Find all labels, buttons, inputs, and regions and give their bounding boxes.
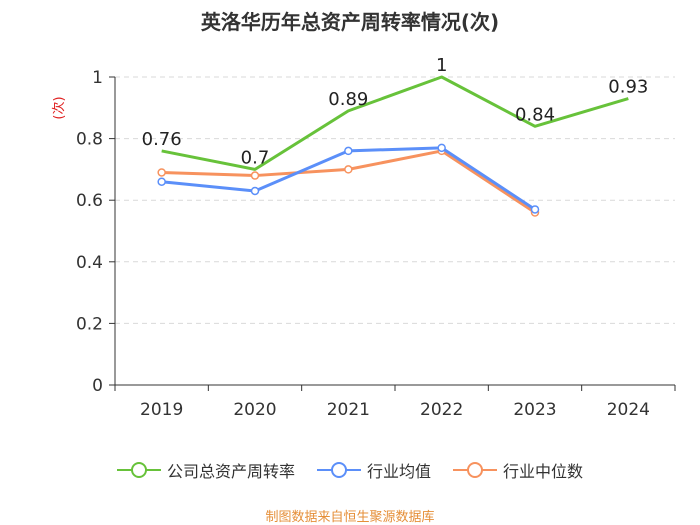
source-footer: 制图数据来自恒生聚源数据库: [265, 510, 435, 525]
data-point-2: [344, 165, 353, 174]
data-label: 0.84: [515, 104, 555, 125]
y-tick-label: 0: [92, 376, 103, 396]
y-tick-label: 0.4: [76, 253, 103, 273]
series-line-2: [161, 149, 536, 214]
x-tick-label: 2019: [140, 400, 183, 420]
x-tick-label: 2021: [327, 400, 370, 420]
y-tick-label: 0.8: [76, 130, 103, 150]
data-point-1: [344, 146, 353, 156]
legend-swatch-company: [116, 462, 161, 478]
legend-item-industry-median[interactable]: 行业中位数: [453, 458, 583, 482]
legend-swatch-industry-mean: [316, 462, 361, 478]
data-point-1: [157, 177, 166, 186]
data-label: 0.93: [608, 77, 648, 98]
legend-swatch-industry-median: [453, 462, 497, 478]
data-label: 0.7: [241, 147, 270, 168]
legend-label-industry-mean: 行业均值: [366, 462, 431, 481]
x-tick-label: 2023: [513, 400, 556, 420]
data-point-2: [250, 171, 260, 180]
y-tick-label: 0.6: [76, 191, 103, 211]
legend-label-company: 公司总资产周转率: [166, 462, 295, 481]
series-line-0: [161, 75, 629, 171]
y-tick-label: 0.2: [76, 314, 103, 334]
data-point-1: [250, 186, 260, 196]
chart-title: 英洛华历年总资产周转率情况(次): [200, 10, 500, 34]
data-point-1: [437, 143, 446, 153]
legend-item-industry-mean[interactable]: 行业均值: [316, 458, 431, 482]
legend-item-company[interactable]: 公司总资产周转率: [116, 458, 295, 482]
legend-label-industry-median: 行业中位数: [503, 462, 584, 481]
data-label: 0.89: [328, 89, 368, 110]
x-tick-label: 2024: [607, 400, 650, 420]
data-point-2: [157, 168, 166, 177]
x-tick-label: 2020: [233, 400, 276, 420]
y-axis-label: (次): [51, 96, 67, 119]
data-point-1: [530, 205, 540, 214]
data-label: 0.76: [142, 129, 182, 150]
chart-legend: 公司总资产周转率 行业均值 行业中位数: [0, 455, 700, 485]
data-label: 1: [436, 55, 447, 76]
x-tick-label: 2022: [420, 400, 463, 420]
y-tick-label: 1: [92, 68, 103, 88]
